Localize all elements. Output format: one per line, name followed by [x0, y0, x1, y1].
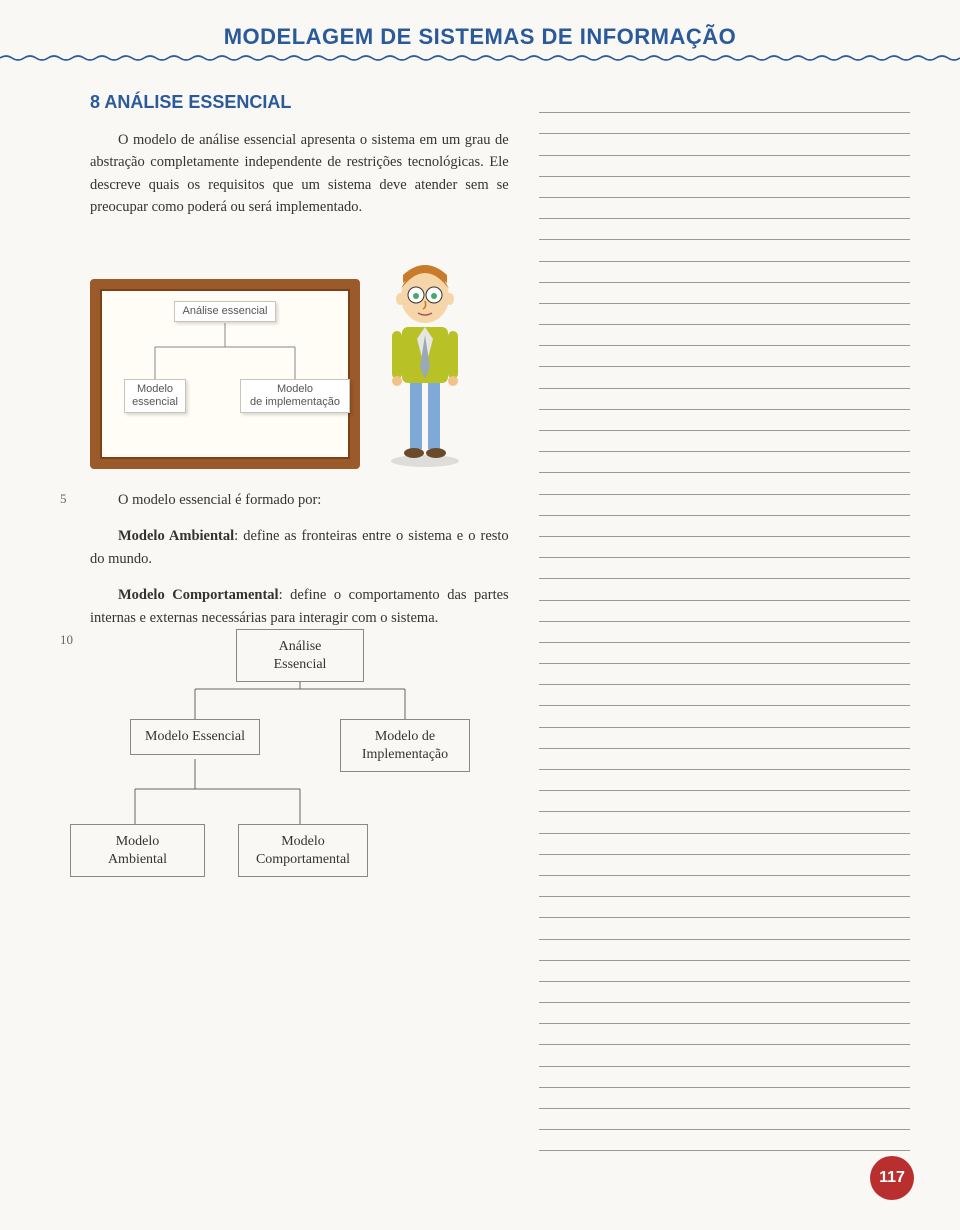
note-line	[539, 367, 910, 388]
note-lines-container	[539, 92, 910, 1151]
note-line	[539, 113, 910, 134]
board-node-left: Modelo essencial	[124, 379, 186, 413]
note-line	[539, 622, 910, 643]
note-line	[539, 749, 910, 770]
note-line	[539, 1003, 910, 1024]
hierarchy-diagram: Análise Essencial Modelo Essencial Model…	[90, 629, 509, 909]
page-header: MODELAGEM DE SISTEMAS DE INFORMAÇÃO	[0, 0, 960, 54]
note-line	[539, 664, 910, 685]
note-line	[539, 685, 910, 706]
note-line	[539, 558, 910, 579]
line-number-10: 10	[60, 632, 73, 648]
note-line	[539, 770, 910, 791]
note-line	[539, 876, 910, 897]
hier-l1-right: Modelo de Implementação	[340, 719, 470, 772]
note-line	[539, 92, 910, 113]
hier-l2-left: Modelo Ambiental	[70, 824, 205, 877]
note-line	[539, 579, 910, 600]
note-line	[539, 1045, 910, 1066]
board-node-right: Modelo de implementação	[240, 379, 350, 413]
note-line	[539, 1088, 910, 1109]
note-line	[539, 473, 910, 494]
note-line	[539, 389, 910, 410]
right-column-notes	[539, 82, 910, 1151]
whiteboard-diagram: Análise essencial Modelo essencial Model…	[90, 279, 360, 469]
note-line	[539, 431, 910, 452]
note-line	[539, 961, 910, 982]
paragraph-ambiental: Modelo Ambiental: define as fronteiras e…	[90, 525, 509, 570]
note-line	[539, 728, 910, 749]
note-line	[539, 940, 910, 961]
note-line	[539, 706, 910, 727]
note-line	[539, 1024, 910, 1045]
note-line	[539, 897, 910, 918]
note-line	[539, 240, 910, 261]
line-number-5: 5	[60, 491, 67, 507]
note-line	[539, 1130, 910, 1151]
illustration-row: Análise essencial Modelo essencial Model…	[90, 239, 509, 469]
note-line	[539, 812, 910, 833]
note-line	[539, 283, 910, 304]
note-line	[539, 918, 910, 939]
note-line	[539, 304, 910, 325]
note-line	[539, 834, 910, 855]
hier-l2-right: Modelo Comportamental	[238, 824, 368, 877]
page-title: MODELAGEM DE SISTEMAS DE INFORMAÇÃO	[0, 24, 960, 50]
note-line	[539, 346, 910, 367]
note-line	[539, 982, 910, 1003]
note-line	[539, 198, 910, 219]
note-line	[539, 156, 910, 177]
note-line	[539, 643, 910, 664]
note-line	[539, 537, 910, 558]
wave-divider	[0, 54, 960, 62]
note-line	[539, 177, 910, 198]
note-line	[539, 452, 910, 473]
page-number-badge: 117	[870, 1156, 914, 1200]
comport-label: Modelo Comportamental	[118, 587, 279, 603]
paragraph-1: O modelo de análise essencial apresenta …	[90, 129, 509, 219]
note-line	[539, 219, 910, 240]
content-area: 8 ANÁLISE ESSENCIAL O modelo de análise …	[0, 62, 960, 1151]
note-line	[539, 410, 910, 431]
left-column: 8 ANÁLISE ESSENCIAL O modelo de análise …	[50, 82, 509, 1151]
note-line	[539, 495, 910, 516]
note-line	[539, 134, 910, 155]
note-line	[539, 516, 910, 537]
note-line	[539, 791, 910, 812]
paragraph-comportamental: Modelo Comportamental: define o comporta…	[90, 584, 509, 629]
hier-l1-left: Modelo Essencial	[130, 719, 260, 755]
note-line	[539, 325, 910, 346]
paragraph-2-lead: O modelo essencial é formado por:	[90, 489, 509, 511]
note-line	[539, 1067, 910, 1088]
board-node-root: Análise essencial	[174, 301, 276, 322]
note-line	[539, 1109, 910, 1130]
ambiental-label: Modelo Ambiental	[118, 528, 234, 544]
note-line	[539, 262, 910, 283]
note-line	[539, 855, 910, 876]
hier-root: Análise Essencial	[236, 629, 364, 682]
character-illustration	[370, 239, 480, 469]
section-title: 8 ANÁLISE ESSENCIAL	[90, 92, 509, 113]
note-line	[539, 601, 910, 622]
